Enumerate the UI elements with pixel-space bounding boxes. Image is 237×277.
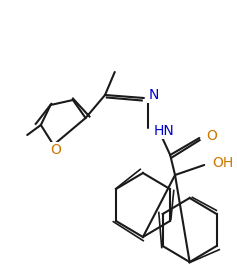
Text: O: O <box>50 143 61 157</box>
Text: HN: HN <box>154 124 174 138</box>
Text: O: O <box>206 129 217 143</box>
Text: N: N <box>149 88 159 102</box>
Text: OH: OH <box>212 156 233 170</box>
